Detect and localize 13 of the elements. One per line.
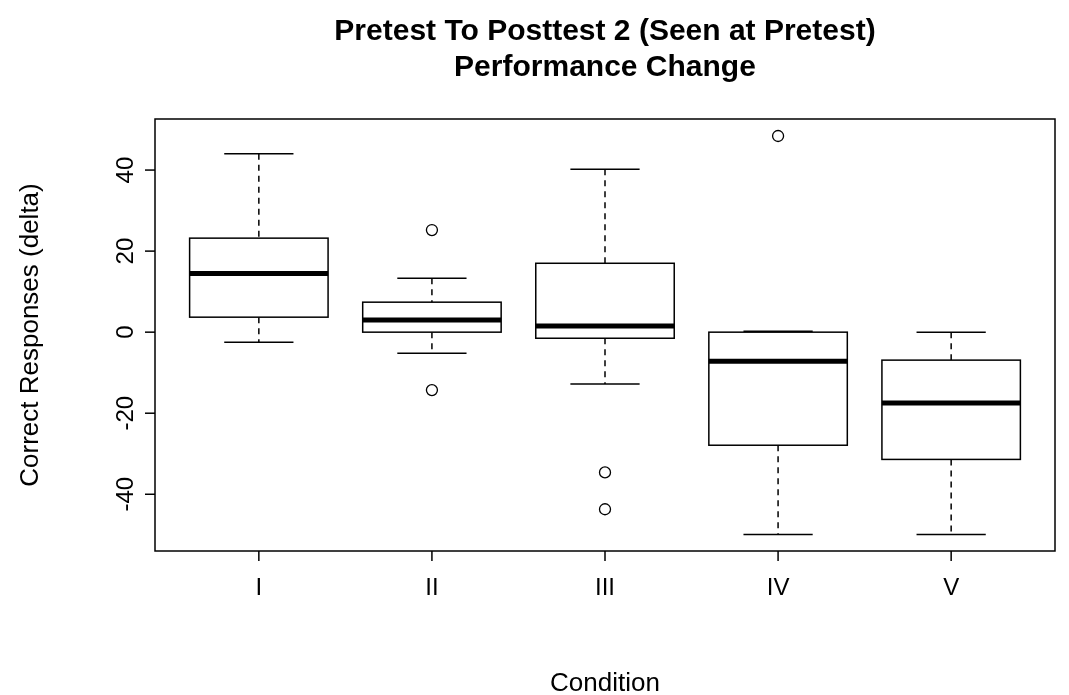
- y-axis-title: Correct Responses (delta): [14, 183, 44, 487]
- y-tick-label: -40: [111, 476, 138, 512]
- y-tick-label: 20: [111, 237, 138, 265]
- x-tick-label: I: [255, 573, 263, 600]
- y-tick-label: 40: [111, 156, 138, 184]
- y-tick-label: -20: [111, 395, 138, 431]
- chart-title: Pretest To Posttest 2 (Seen at Pretest) Performance Change: [334, 13, 876, 82]
- x-axis-title: Condition: [550, 667, 660, 695]
- y-tick-label: 0: [111, 325, 138, 339]
- x-tick-label: IV: [766, 573, 790, 600]
- x-tick-label: II: [425, 573, 439, 600]
- x-tick-label: V: [943, 573, 960, 600]
- x-tick-label: III: [594, 573, 616, 600]
